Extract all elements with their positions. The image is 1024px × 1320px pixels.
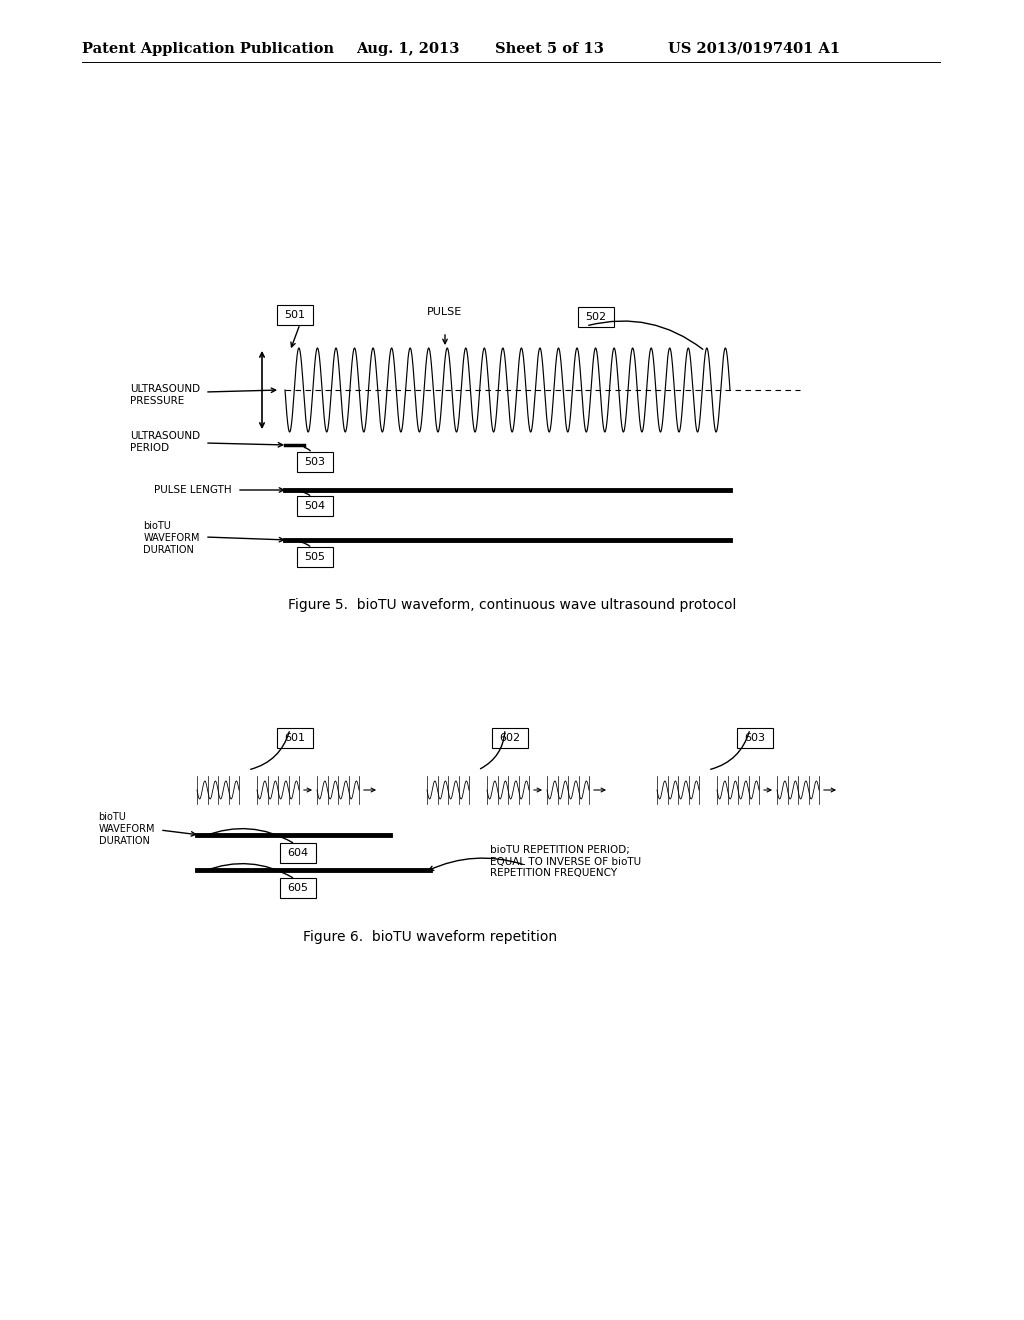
Text: bioTU
WAVEFORM
DURATION: bioTU WAVEFORM DURATION	[98, 812, 155, 846]
Text: 501: 501	[285, 310, 305, 319]
Text: 503: 503	[304, 457, 326, 467]
FancyBboxPatch shape	[297, 451, 333, 473]
Text: 604: 604	[288, 847, 308, 858]
FancyBboxPatch shape	[297, 546, 333, 568]
Text: US 2013/0197401 A1: US 2013/0197401 A1	[668, 42, 840, 55]
Text: 504: 504	[304, 502, 326, 511]
FancyBboxPatch shape	[297, 496, 333, 516]
FancyBboxPatch shape	[492, 729, 528, 748]
FancyBboxPatch shape	[280, 843, 316, 863]
FancyBboxPatch shape	[278, 729, 313, 748]
Text: Sheet 5 of 13: Sheet 5 of 13	[495, 42, 604, 55]
Text: 603: 603	[744, 733, 766, 743]
Text: ULTRASOUND
PRESSURE: ULTRASOUND PRESSURE	[130, 384, 200, 405]
Text: PULSE LENGTH: PULSE LENGTH	[155, 484, 232, 495]
Text: ULTRASOUND
PERIOD: ULTRASOUND PERIOD	[130, 432, 200, 453]
Text: 505: 505	[304, 552, 326, 562]
FancyBboxPatch shape	[280, 878, 316, 898]
Text: bioTU REPETITION PERIOD;
EQUAL TO INVERSE OF bioTU
REPETITION FREQUENCY: bioTU REPETITION PERIOD; EQUAL TO INVERS…	[490, 845, 641, 878]
FancyBboxPatch shape	[278, 305, 313, 325]
Text: Aug. 1, 2013: Aug. 1, 2013	[356, 42, 460, 55]
Text: bioTU
WAVEFORM
DURATION: bioTU WAVEFORM DURATION	[143, 521, 200, 554]
Text: Figure 5.  bioTU waveform, continuous wave ultrasound protocol: Figure 5. bioTU waveform, continuous wav…	[288, 598, 736, 612]
Text: 502: 502	[586, 312, 606, 322]
Text: Patent Application Publication: Patent Application Publication	[82, 42, 334, 55]
Text: 605: 605	[288, 883, 308, 894]
Text: 602: 602	[500, 733, 520, 743]
FancyBboxPatch shape	[578, 308, 614, 327]
Text: 601: 601	[285, 733, 305, 743]
FancyBboxPatch shape	[737, 729, 773, 748]
Text: Figure 6.  bioTU waveform repetition: Figure 6. bioTU waveform repetition	[303, 931, 557, 944]
Text: PULSE: PULSE	[427, 308, 463, 317]
